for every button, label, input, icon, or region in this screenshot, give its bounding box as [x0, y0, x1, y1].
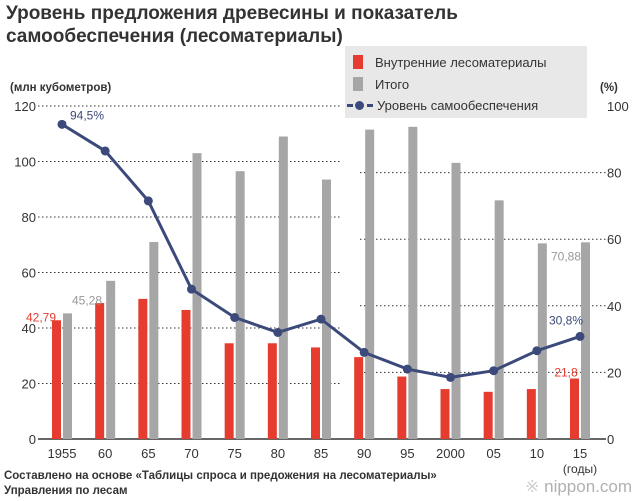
ratio-point — [273, 327, 283, 337]
legend-item-ratio: Уровень самообеспечения — [347, 97, 538, 113]
legend-label-ratio: Уровень самообеспечения — [377, 97, 539, 113]
ratio-point — [230, 312, 240, 322]
bar-total — [451, 162, 461, 439]
x-tick-label: 95 — [400, 446, 414, 461]
legend: Внутренние лесоматериалы Итого Уровень с… — [345, 46, 587, 118]
right-axis-unit: (%) — [600, 82, 618, 94]
x-tick-label: 60 — [98, 446, 112, 461]
bar-total — [322, 179, 331, 439]
logo-mark-icon: ※ — [525, 477, 540, 496]
legend-label-total: Итого — [375, 76, 410, 92]
bar-domestic — [181, 309, 191, 439]
legend-swatch-total — [353, 77, 363, 91]
y-left-tick-label: 80 — [22, 210, 36, 225]
x-tick-label: 80 — [271, 446, 285, 461]
bar-total — [235, 171, 245, 439]
ratio-line — [61, 123, 581, 379]
bar-total — [537, 243, 547, 439]
x-tick-label: 85 — [314, 446, 328, 461]
bar-domestic — [570, 378, 579, 439]
ratio-point — [402, 364, 412, 374]
chart-title-line-2: самообеспечения (лесоматериалы) — [6, 26, 343, 47]
label-first-ratio: 94,5% — [70, 108, 104, 122]
ratio-point — [316, 314, 326, 324]
bar-total — [63, 313, 72, 439]
y-right-tick-label: 20 — [607, 365, 621, 380]
y-left-tick-label: 120 — [14, 99, 36, 114]
label-first-domestic: 42,79 — [26, 310, 56, 324]
bar-domestic — [311, 347, 320, 439]
bar-domestic — [224, 343, 234, 439]
bar-total — [494, 200, 504, 439]
bar-total — [581, 242, 590, 439]
legend-line-ratio — [347, 98, 373, 112]
x-tick-label: 15 — [573, 446, 587, 461]
ratio-point — [187, 284, 196, 294]
ratio-point — [489, 366, 499, 376]
bar-total — [365, 129, 375, 439]
y-right-tick-label: 60 — [607, 232, 621, 247]
x-tick-label: 65 — [141, 446, 155, 461]
ratio-point — [100, 146, 110, 156]
y-right-tick-label: 80 — [607, 166, 621, 181]
x-axis-unit-label: (годы) — [563, 462, 597, 476]
legend-item-domestic: Внутренние лесоматериалы — [353, 54, 547, 70]
legend-label-domestic: Внутренние лесоматериалы — [375, 54, 547, 70]
label-first-total: 45,28 — [72, 293, 102, 307]
source-line-2: Управления по лесам — [4, 485, 128, 497]
left-axis-unit: (млн кубометров) — [10, 82, 112, 94]
bar-domestic — [52, 320, 61, 439]
x-tick-label: 75 — [227, 446, 241, 461]
legend-item-total: Итого — [353, 76, 409, 92]
source-line-1: Составлено на основе «Таблицы спроса и п… — [4, 470, 437, 482]
y-left-tick-label: 100 — [14, 155, 36, 170]
ratio-point — [359, 347, 369, 357]
bar-domestic — [526, 389, 536, 439]
legend-swatch-domestic — [353, 55, 363, 69]
x-tick-label: 2000 — [436, 446, 465, 461]
y-right-tick-label: 100 — [607, 99, 629, 114]
bar-domestic — [138, 298, 148, 439]
ratio-point — [575, 331, 585, 341]
y-left-tick-label: 0 — [29, 432, 36, 447]
bar-domestic — [95, 303, 105, 439]
y-right-tick-label: 40 — [607, 299, 621, 314]
bar-total — [192, 153, 202, 440]
y-left-tick-label: 20 — [22, 377, 36, 392]
x-tick-label: 05 — [486, 446, 500, 461]
bar-total — [408, 126, 418, 439]
y-left-tick-label: 60 — [22, 266, 36, 281]
x-tick-label: 1955 — [48, 446, 77, 461]
x-tick-label: 70 — [184, 446, 198, 461]
x-tick-label: 10 — [530, 446, 544, 461]
bar-domestic — [440, 389, 450, 439]
bar-domestic — [483, 391, 493, 439]
ratio-point — [532, 346, 542, 356]
bar-total — [149, 241, 159, 439]
x-tick-label: 90 — [357, 446, 371, 461]
y-right-tick-label: 0 — [607, 432, 614, 447]
ratio-point — [143, 196, 153, 206]
label-last-ratio: 30,8% — [549, 313, 583, 327]
ratio-point — [57, 119, 67, 129]
logo-text: nippon.com — [544, 477, 632, 496]
bar-total — [106, 280, 116, 439]
bar-total — [278, 136, 288, 439]
y-left-tick-label: 40 — [22, 321, 36, 336]
bar-domestic — [354, 357, 364, 439]
ratio-point — [446, 372, 455, 382]
nippon-logo: ※ nippon.com — [525, 477, 632, 497]
label-last-domestic: 21,8 — [554, 366, 578, 380]
bar-domestic — [397, 376, 407, 439]
bar-domestic — [267, 343, 277, 439]
chart-title-line-1: Уровень предложения древесины и показате… — [6, 3, 458, 24]
label-last-total: 70,88 — [551, 249, 581, 263]
chart-title: Уровень предложения древесины и показате… — [6, 2, 458, 48]
